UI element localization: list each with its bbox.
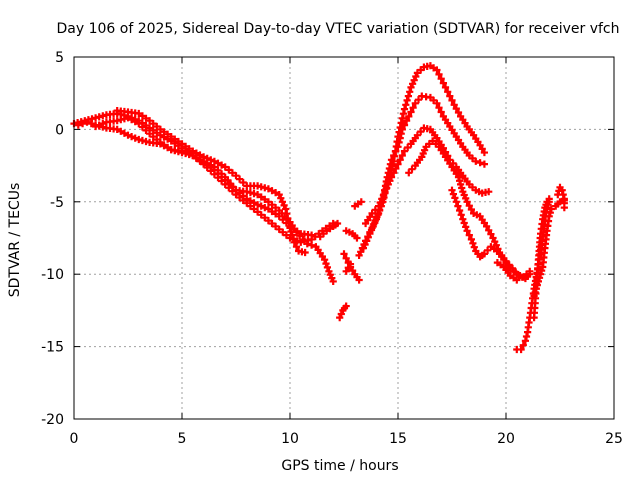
data-points-track-11 — [351, 198, 365, 210]
x-tick-label: 10 — [281, 431, 299, 447]
data-points-track-20 — [530, 205, 555, 300]
x-tick-label: 20 — [497, 431, 515, 447]
x-tick-label: 5 — [178, 431, 187, 447]
y-tick-label: 0 — [55, 122, 64, 138]
data-points-track-17 — [493, 259, 521, 284]
plot-frame — [73, 56, 615, 420]
data-points-track-4 — [74, 118, 316, 239]
series-track-6 — [316, 219, 342, 241]
series-track-4 — [74, 118, 316, 239]
grid-lines — [74, 57, 614, 419]
y-tick-label: -5 — [50, 195, 64, 211]
axis-ticks — [73, 56, 615, 420]
series-track-3 — [113, 107, 309, 257]
tick-labels: 0 5 10 15 20 25 -20 -15 -10 -5 0 5 — [41, 50, 623, 447]
series-track-5 — [303, 240, 337, 286]
data-points-track-6 — [316, 219, 342, 241]
series-track-22 — [552, 196, 568, 210]
y-tick-label: 5 — [55, 50, 64, 66]
series-track-16 — [448, 186, 534, 281]
data-points-track-22 — [552, 196, 568, 210]
data-points-track-14 — [362, 124, 493, 228]
series-track-17 — [493, 259, 521, 284]
x-tick-label: 15 — [389, 431, 407, 447]
data-points-track-16 — [448, 186, 534, 281]
data-series-group — [70, 62, 568, 354]
data-points-track-10 — [342, 260, 355, 275]
y-tick-label: -15 — [41, 340, 64, 356]
y-tick-label: -20 — [41, 412, 64, 428]
x-axis-label: GPS time / hours — [281, 458, 398, 474]
data-points-track-7 — [336, 302, 350, 322]
data-points-track-5 — [303, 240, 337, 286]
data-points-track-3 — [113, 107, 309, 257]
series-track-7 — [336, 302, 350, 322]
y-axis-label: SDTVAR / TECUs — [7, 183, 23, 298]
series-track-10 — [342, 260, 355, 275]
chart-title: Day 106 of 2025, Sidereal Day-to-day VTE… — [56, 21, 619, 37]
series-track-20 — [530, 205, 555, 300]
y-tick-label: -10 — [41, 267, 64, 283]
series-track-14 — [362, 124, 493, 228]
x-tick-label: 0 — [70, 431, 79, 447]
x-tick-label: 25 — [605, 431, 623, 447]
series-track-11 — [351, 198, 365, 210]
data-points-track-8 — [342, 227, 361, 242]
series-track-8 — [342, 227, 361, 242]
